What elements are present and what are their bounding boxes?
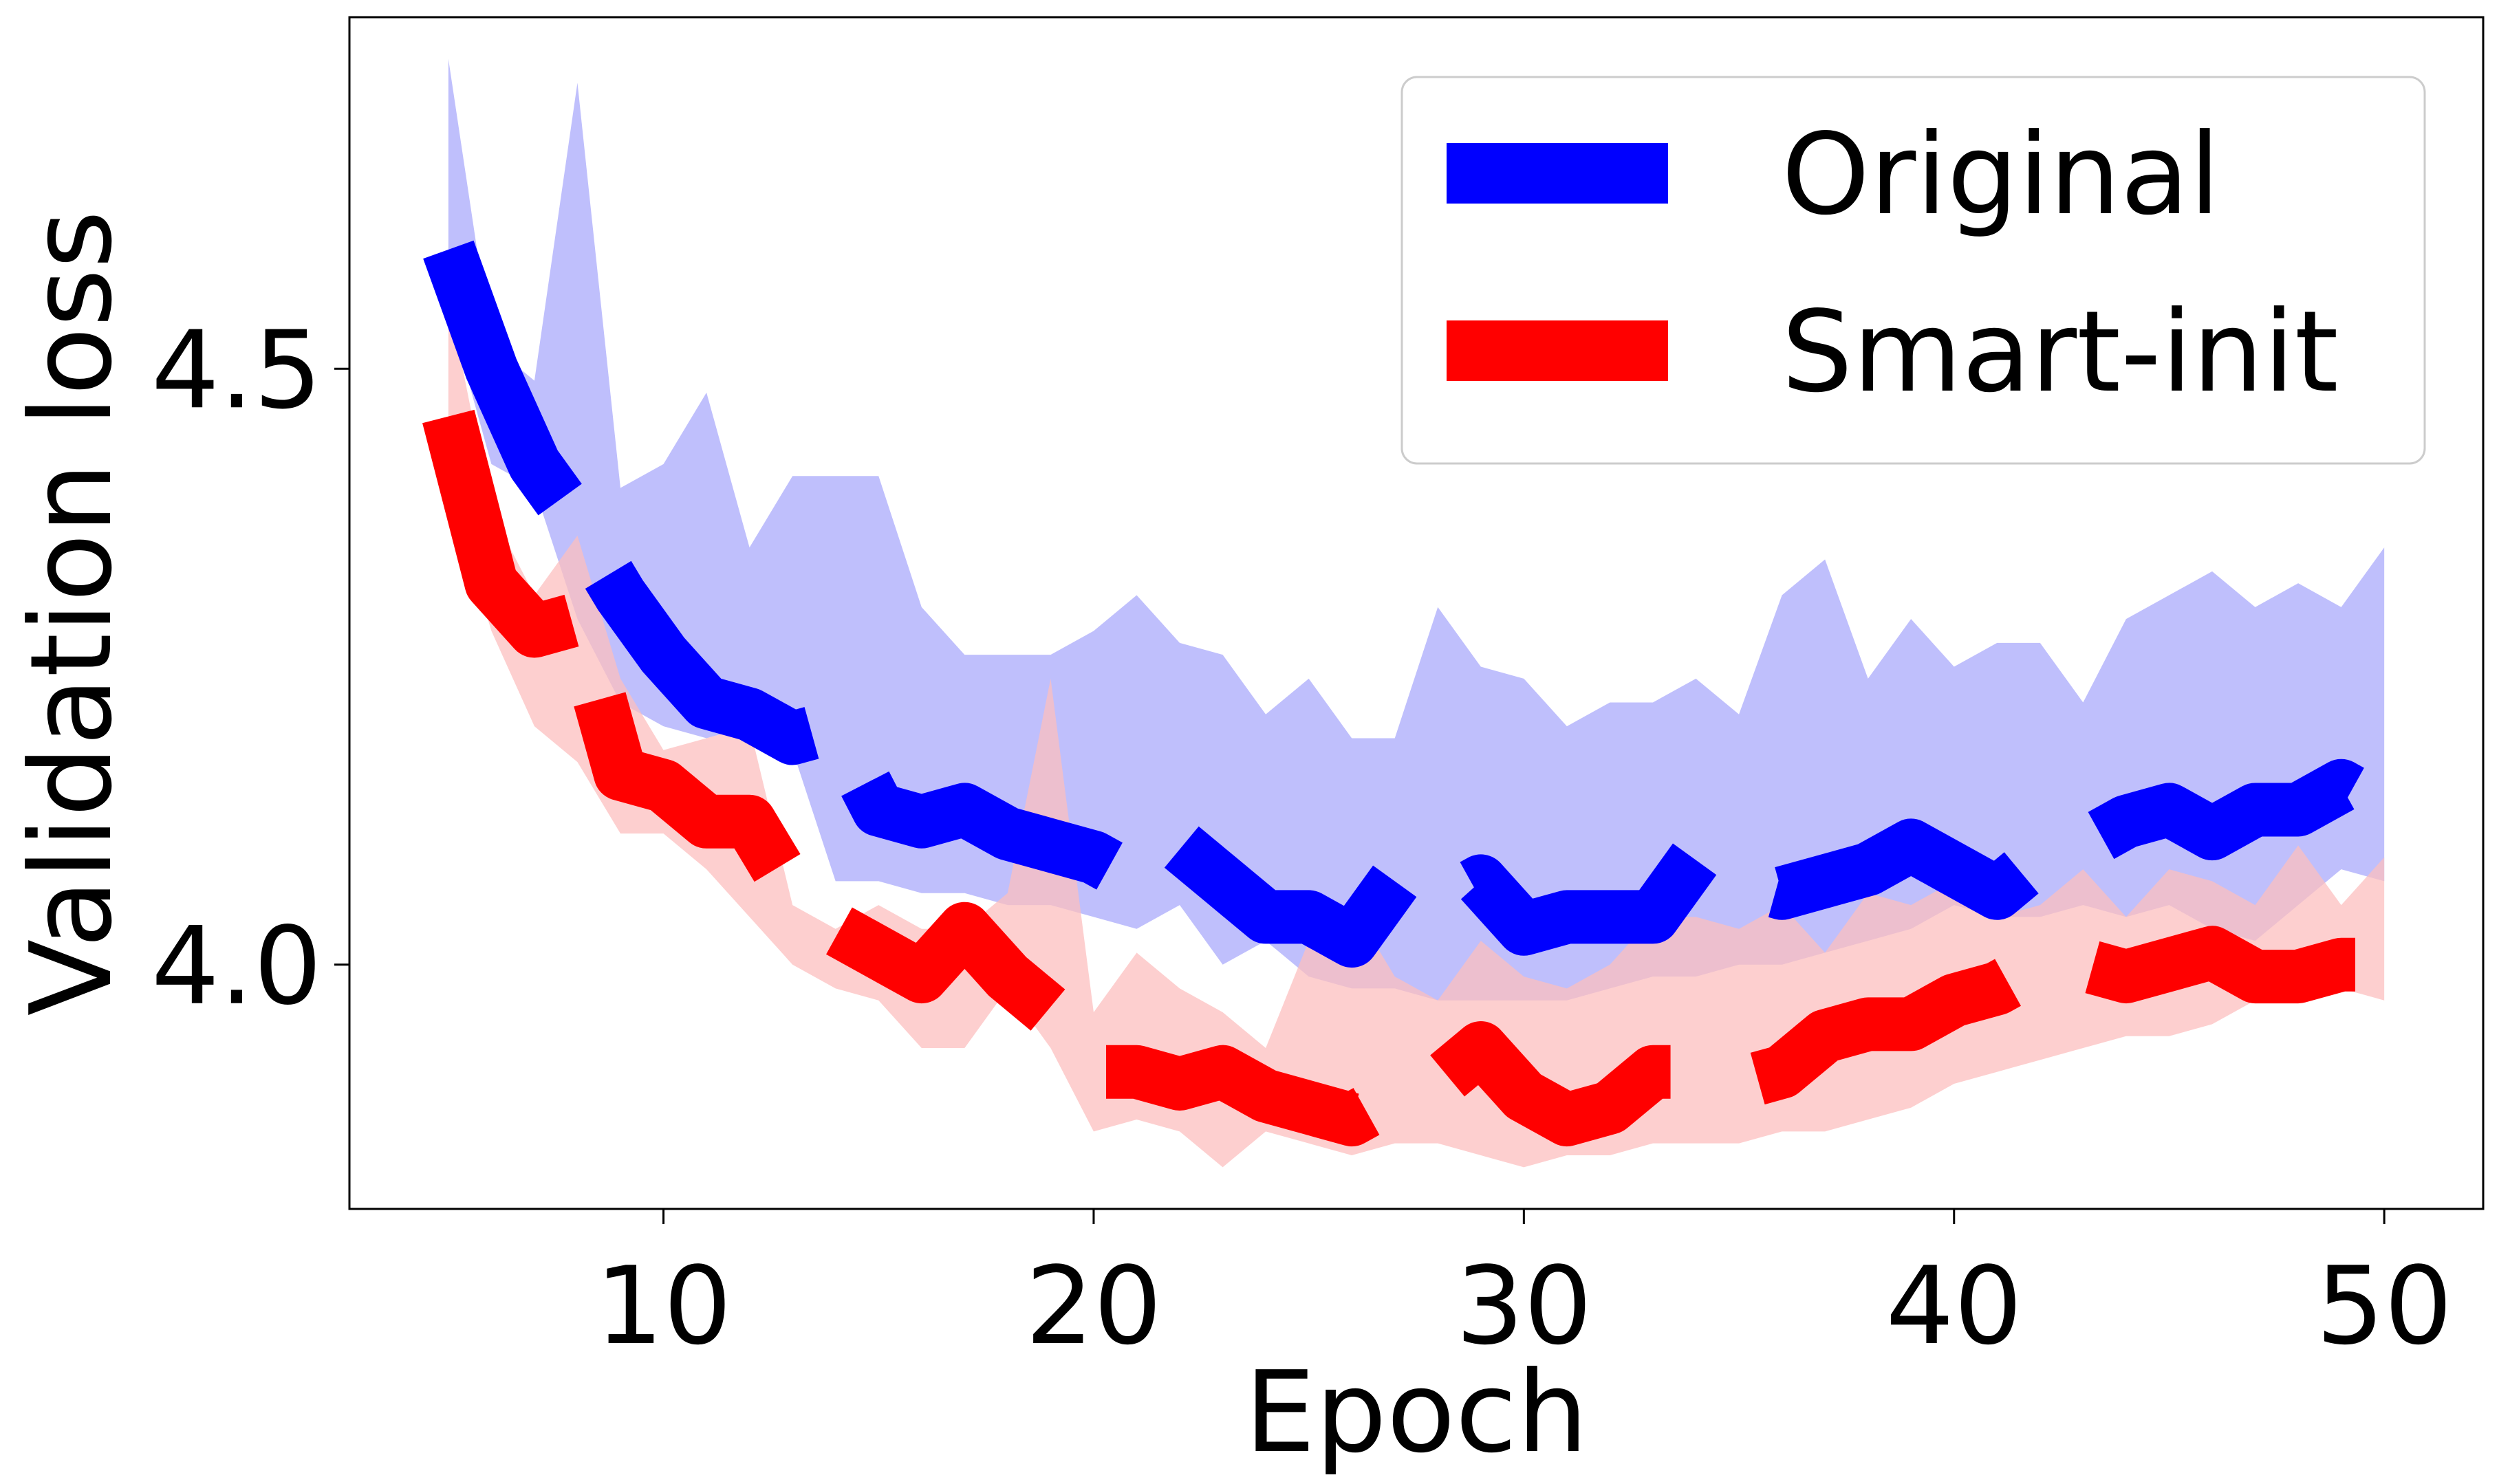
legend-entries: Original Smart-init <box>1447 110 2339 417</box>
y-tick-label: 4.0 <box>151 904 322 1029</box>
legend-label: Smart-init <box>1782 287 2339 417</box>
line-original <box>423 240 2398 968</box>
series-lines <box>422 240 2398 1147</box>
plot-frame <box>348 16 2485 1210</box>
x-tick-label: 40 <box>1885 1243 2022 1368</box>
y-axis-ticks: 4.0 4.5 <box>151 307 349 1029</box>
x-tick-label: 10 <box>595 1243 732 1368</box>
x-tick-label: 30 <box>1456 1243 1592 1368</box>
y-tick-label: 4.5 <box>151 307 322 433</box>
x-axis-label: Epoch <box>1244 1348 1588 1478</box>
legend: Original Smart-init <box>1400 76 2426 465</box>
x-tick-label: 50 <box>2316 1243 2453 1368</box>
y-axis-label: Validation loss <box>7 210 137 1016</box>
x-axis-ticks: 10 20 30 40 50 <box>595 1209 2452 1368</box>
x-tick-label: 20 <box>1026 1243 1162 1368</box>
line-smart-init <box>422 409 2385 1147</box>
legend-label: Original <box>1782 110 2220 240</box>
band-original <box>448 58 2385 1001</box>
